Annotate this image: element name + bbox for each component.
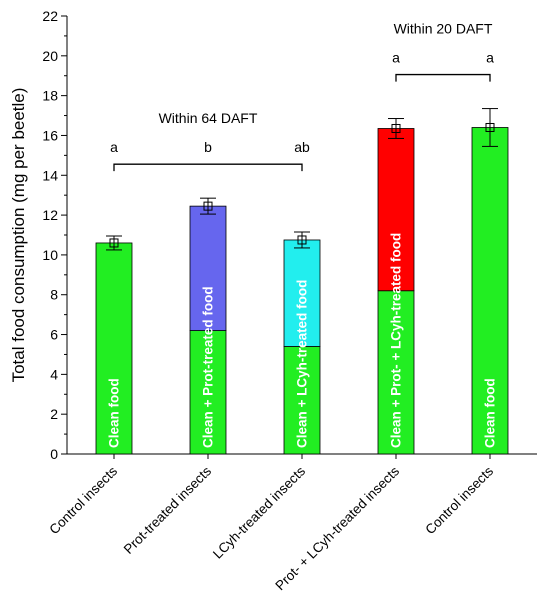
y-axis-label: Total food consumption (mg per beetle) bbox=[9, 88, 28, 383]
significance-letter-1: b bbox=[204, 139, 212, 155]
y-tick-label-6: 6 bbox=[50, 327, 58, 343]
y-tick-label-14: 14 bbox=[42, 167, 58, 183]
bar-1-segment-1 bbox=[189, 205, 227, 331]
bar-2-segment-1 bbox=[283, 239, 321, 347]
mean-marker-4 bbox=[485, 122, 495, 132]
bar-3-segment-1 bbox=[377, 128, 415, 292]
y-tick-label-4: 4 bbox=[50, 366, 58, 382]
x-tick-label-4: Control insects bbox=[422, 463, 496, 537]
significance-letter-3: a bbox=[392, 50, 400, 66]
y-tick-label-22: 22 bbox=[42, 8, 58, 24]
y-tick-label-2: 2 bbox=[50, 406, 58, 422]
significance-letter-4: a bbox=[486, 50, 494, 66]
y-tick-label-12: 12 bbox=[42, 207, 58, 223]
bar-3-segment-0 bbox=[377, 290, 415, 455]
significance-letter-0: a bbox=[110, 139, 118, 155]
y-tick-label-16: 16 bbox=[42, 127, 58, 143]
mean-marker-2 bbox=[297, 235, 307, 245]
bar-4-label: Clean food bbox=[483, 378, 498, 448]
group-label-1: Within 20 DAFT bbox=[394, 21, 493, 37]
y-tick-label-10: 10 bbox=[42, 247, 58, 263]
x-tick-label-2: LCyh-treated insects bbox=[210, 463, 308, 561]
bar-3-label: Clean + Prot- + LCyh-treated food bbox=[389, 233, 404, 448]
y-tick-label-18: 18 bbox=[42, 88, 58, 104]
mean-marker-3 bbox=[391, 123, 401, 133]
bar-0-segment-0 bbox=[95, 242, 133, 455]
bar-4-segment-0 bbox=[471, 127, 509, 455]
x-tick-label-1: Prot-treated insects bbox=[121, 463, 215, 557]
bar-2-label: Clean + LCyh-treated food bbox=[295, 280, 310, 448]
y-tick-label-20: 20 bbox=[42, 48, 58, 64]
bar-1-label: Clean + Prot-treated food bbox=[201, 286, 216, 448]
group-label-0: Within 64 DAFT bbox=[159, 110, 258, 126]
mean-marker-1 bbox=[203, 201, 213, 211]
group-bracket-1 bbox=[395, 73, 491, 82]
y-tick-label-8: 8 bbox=[50, 287, 58, 303]
bar-2-segment-0 bbox=[283, 346, 321, 455]
y-tick-label-0: 0 bbox=[50, 446, 58, 462]
bar-1-segment-0 bbox=[189, 330, 227, 455]
bars: Clean food Clean + Prot-treated food Clean… bbox=[95, 108, 509, 455]
group-bracket-0 bbox=[113, 163, 303, 172]
mean-marker-0 bbox=[109, 238, 119, 248]
significance-letter-2: ab bbox=[294, 139, 310, 155]
bar-0-label: Clean food bbox=[107, 378, 122, 448]
x-tick-label-0: Control insects bbox=[46, 463, 120, 537]
